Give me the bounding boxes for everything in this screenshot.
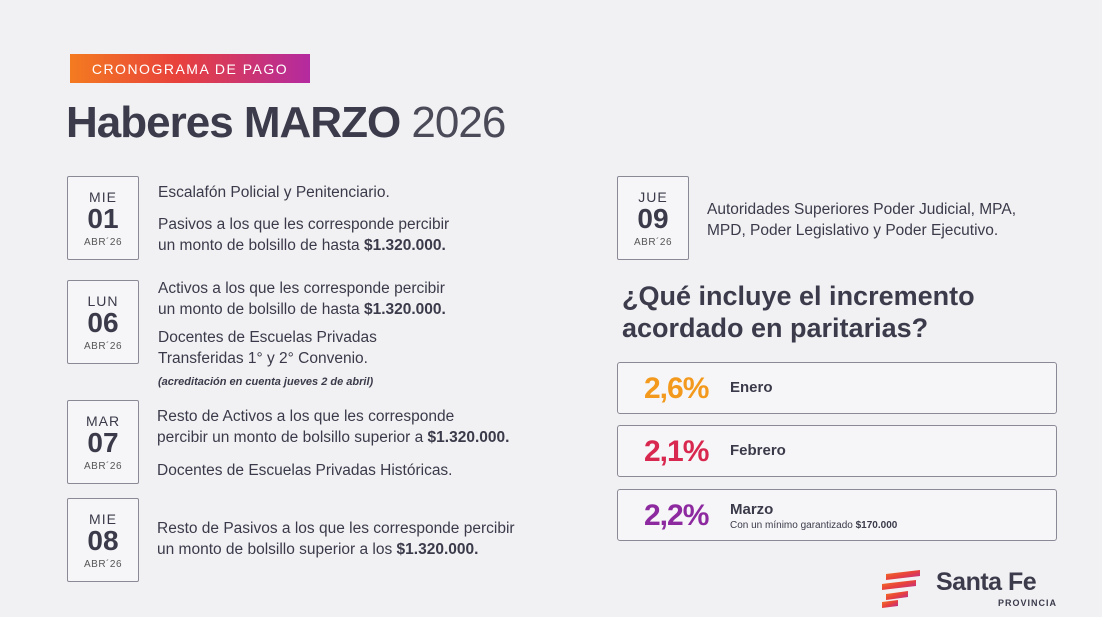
- date-day: 09: [637, 203, 669, 234]
- date-month: ABR´26: [83, 461, 122, 472]
- schedule-08-amount: $1.320.000.: [396, 541, 479, 558]
- increment-month: Febrero: [730, 442, 786, 459]
- schedule-06-line2: Docentes de Escuelas Privadas Transferid…: [158, 327, 377, 369]
- increment-percent: 2,6%: [644, 372, 709, 405]
- increment-card-enero: 2,6% Enero: [617, 362, 1057, 414]
- schedule-09-line1a: Autoridades Superiores Poder Judicial, M…: [707, 201, 1017, 218]
- date-weekday: JUE: [638, 189, 668, 205]
- question-line2: acordado en paritarias?: [622, 313, 929, 343]
- schedule-08-line1a: Resto de Pasivos a los que les correspon…: [157, 520, 515, 537]
- increment-month: Marzo: [730, 501, 774, 518]
- date-box-07: MAR 07 ABR´26: [67, 400, 139, 484]
- increment-percent: 2,1%: [644, 435, 709, 468]
- increment-month: Enero: [730, 379, 773, 396]
- date-month: ABR´26: [83, 559, 122, 570]
- schedule-badge: CRONOGRAMA DE PAGO: [70, 54, 310, 83]
- schedule-06-amount: $1.320.000.: [363, 301, 446, 318]
- date-day: 06: [87, 307, 119, 338]
- date-weekday: LUN: [87, 293, 119, 309]
- schedule-07-line1b: percibir un monto de bolsillo superior a: [157, 429, 428, 446]
- date-month: ABR´26: [83, 237, 122, 248]
- title-main: Haberes MARZO: [66, 98, 401, 147]
- schedule-09-line1b: MPD, Poder Legislativo y Poder Ejecutivo…: [707, 222, 999, 239]
- schedule-07-line1: Resto de Activos a los que les correspon…: [157, 406, 509, 448]
- increment-percent: 2,2%: [644, 499, 709, 532]
- schedule-01-line2: Pasivos a los que les corresponde percib…: [158, 214, 449, 256]
- date-month: ABR´26: [83, 341, 122, 352]
- schedule-01-line2a: Pasivos a los que les corresponde percib…: [158, 216, 450, 233]
- schedule-06-line2b: Transferidas 1° y 2° Convenio.: [158, 350, 368, 367]
- increment-card-marzo: 2,2% Marzo Con un mínimo garantizado $17…: [617, 489, 1057, 541]
- santa-fe-logo: Santa Fe PROVINCIA: [880, 568, 1060, 612]
- date-weekday: MIE: [89, 511, 117, 527]
- schedule-01-line2b: un monto de bolsillo de hasta: [158, 237, 364, 254]
- increment-minimum-text: Con un mínimo garantizado: [730, 520, 856, 531]
- page-title: Haberes MARZO 2026: [66, 98, 506, 148]
- logo-subtitle: PROVINCIA: [998, 598, 1058, 608]
- date-box-08: MIE 08 ABR´26: [67, 498, 139, 582]
- schedule-09-line1: Autoridades Superiores Poder Judicial, M…: [707, 199, 1016, 241]
- schedule-01-amount: $1.320.000.: [363, 237, 446, 254]
- increment-question: ¿Qué incluye el incremento acordado en p…: [622, 280, 975, 344]
- schedule-07-amount: $1.320.000.: [427, 429, 510, 446]
- increment-minimum-amount: $170.000: [855, 520, 898, 531]
- logo-name: Santa Fe: [936, 568, 1037, 596]
- date-day: 08: [87, 525, 119, 556]
- date-month: ABR´26: [633, 237, 672, 248]
- schedule-08-line1b: un monto de bolsillo superior a los: [157, 541, 397, 558]
- schedule-06-line2a: Docentes de Escuelas Privadas: [158, 329, 377, 346]
- question-line1: ¿Qué incluye el incremento: [622, 281, 975, 311]
- schedule-06-note: (acreditación en cuenta jueves 2 de abri…: [158, 376, 374, 388]
- date-day: 01: [87, 203, 119, 234]
- schedule-07-line1a: Resto de Activos a los que les correspon…: [157, 408, 455, 425]
- date-weekday: MAR: [85, 413, 121, 429]
- increment-card-febrero: 2,1% Febrero: [617, 425, 1057, 477]
- date-day: 07: [87, 427, 119, 458]
- date-box-01: MIE 01 ABR´26: [67, 176, 139, 260]
- date-box-09: JUE 09 ABR´26: [617, 176, 689, 260]
- title-year: 2026: [411, 98, 506, 147]
- date-weekday: MIE: [89, 189, 117, 205]
- schedule-06-line1a: Activos a los que les corresponde percib…: [158, 280, 445, 297]
- schedule-07-line2: Docentes de Escuelas Privadas Históricas…: [157, 462, 453, 479]
- santa-fe-logo-icon: [882, 570, 920, 608]
- schedule-06-line1: Activos a los que les corresponde percib…: [158, 278, 446, 320]
- increment-minimum: Con un mínimo garantizado $170.000: [730, 520, 897, 531]
- date-box-06: LUN 06 ABR´26: [67, 280, 139, 364]
- schedule-08-line1: Resto de Pasivos a los que les correspon…: [157, 518, 515, 560]
- schedule-06-line1b: un monto de bolsillo de hasta: [158, 301, 364, 318]
- schedule-01-line1: Escalafón Policial y Penitenciario.: [158, 184, 390, 201]
